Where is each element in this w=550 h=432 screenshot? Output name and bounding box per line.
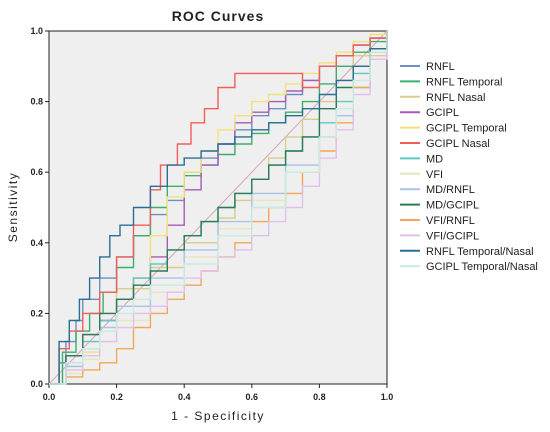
x-axis-title: 1 - Specificity (171, 409, 265, 423)
series-lines (48, 30, 388, 385)
y-tick-label: 0.8 (30, 97, 43, 107)
legend-label: VFI (426, 169, 443, 181)
legend-label: GCIPL Nasal (426, 138, 490, 150)
y-tick-label: 1.0 (30, 26, 43, 36)
x-tick-label: 0.2 (110, 392, 123, 402)
series-line (49, 31, 388, 385)
chart-title: ROC Curves (172, 8, 264, 24)
x-tick-label: 0.6 (246, 392, 259, 402)
legend: RNFL RNFL Temporal RNFL Nasal GCIPL GCIPL Te… (400, 61, 538, 273)
x-tick-label: 0.8 (313, 392, 326, 402)
legend-label: MD/RNFL (426, 184, 475, 196)
x-tick-label: 0.4 (178, 392, 191, 402)
y-tick-label: 0.4 (30, 238, 43, 248)
x-tick-label: 1.0 (381, 392, 394, 402)
legend-label: RNFL Temporal (426, 76, 502, 88)
axis-ticks: 0.0 0.2 0.4 0.6 0.8 1.0 0.0 0.2 0.4 0.6 0.8 1.0 (30, 26, 393, 402)
series-line (49, 31, 388, 385)
legend-label: MD/GCIPL (426, 200, 479, 212)
y-tick-label: 0.2 (30, 308, 43, 318)
legend-label: RNFL Nasal (426, 92, 486, 104)
legend-label: GCIPL (426, 107, 459, 119)
y-tick-label: 0.0 (30, 379, 43, 389)
series-line (49, 31, 388, 385)
legend-label: VFI/RNFL (426, 215, 475, 227)
legend-label: MD (426, 153, 443, 165)
legend-label: RNFL Temporal/Nasal (426, 246, 534, 258)
y-tick-label: 0.6 (30, 167, 43, 177)
legend-label: GCIPL Temporal (426, 123, 507, 135)
y-axis-title: Sensitivity (6, 172, 20, 243)
legend-label: VFI/GCIPL (426, 230, 479, 242)
legend-label: GCIPL Temporal/Nasal (426, 261, 538, 273)
series-line (49, 31, 388, 385)
x-tick-label: 0.0 (43, 392, 56, 402)
legend-label: RNFL (426, 61, 455, 73)
